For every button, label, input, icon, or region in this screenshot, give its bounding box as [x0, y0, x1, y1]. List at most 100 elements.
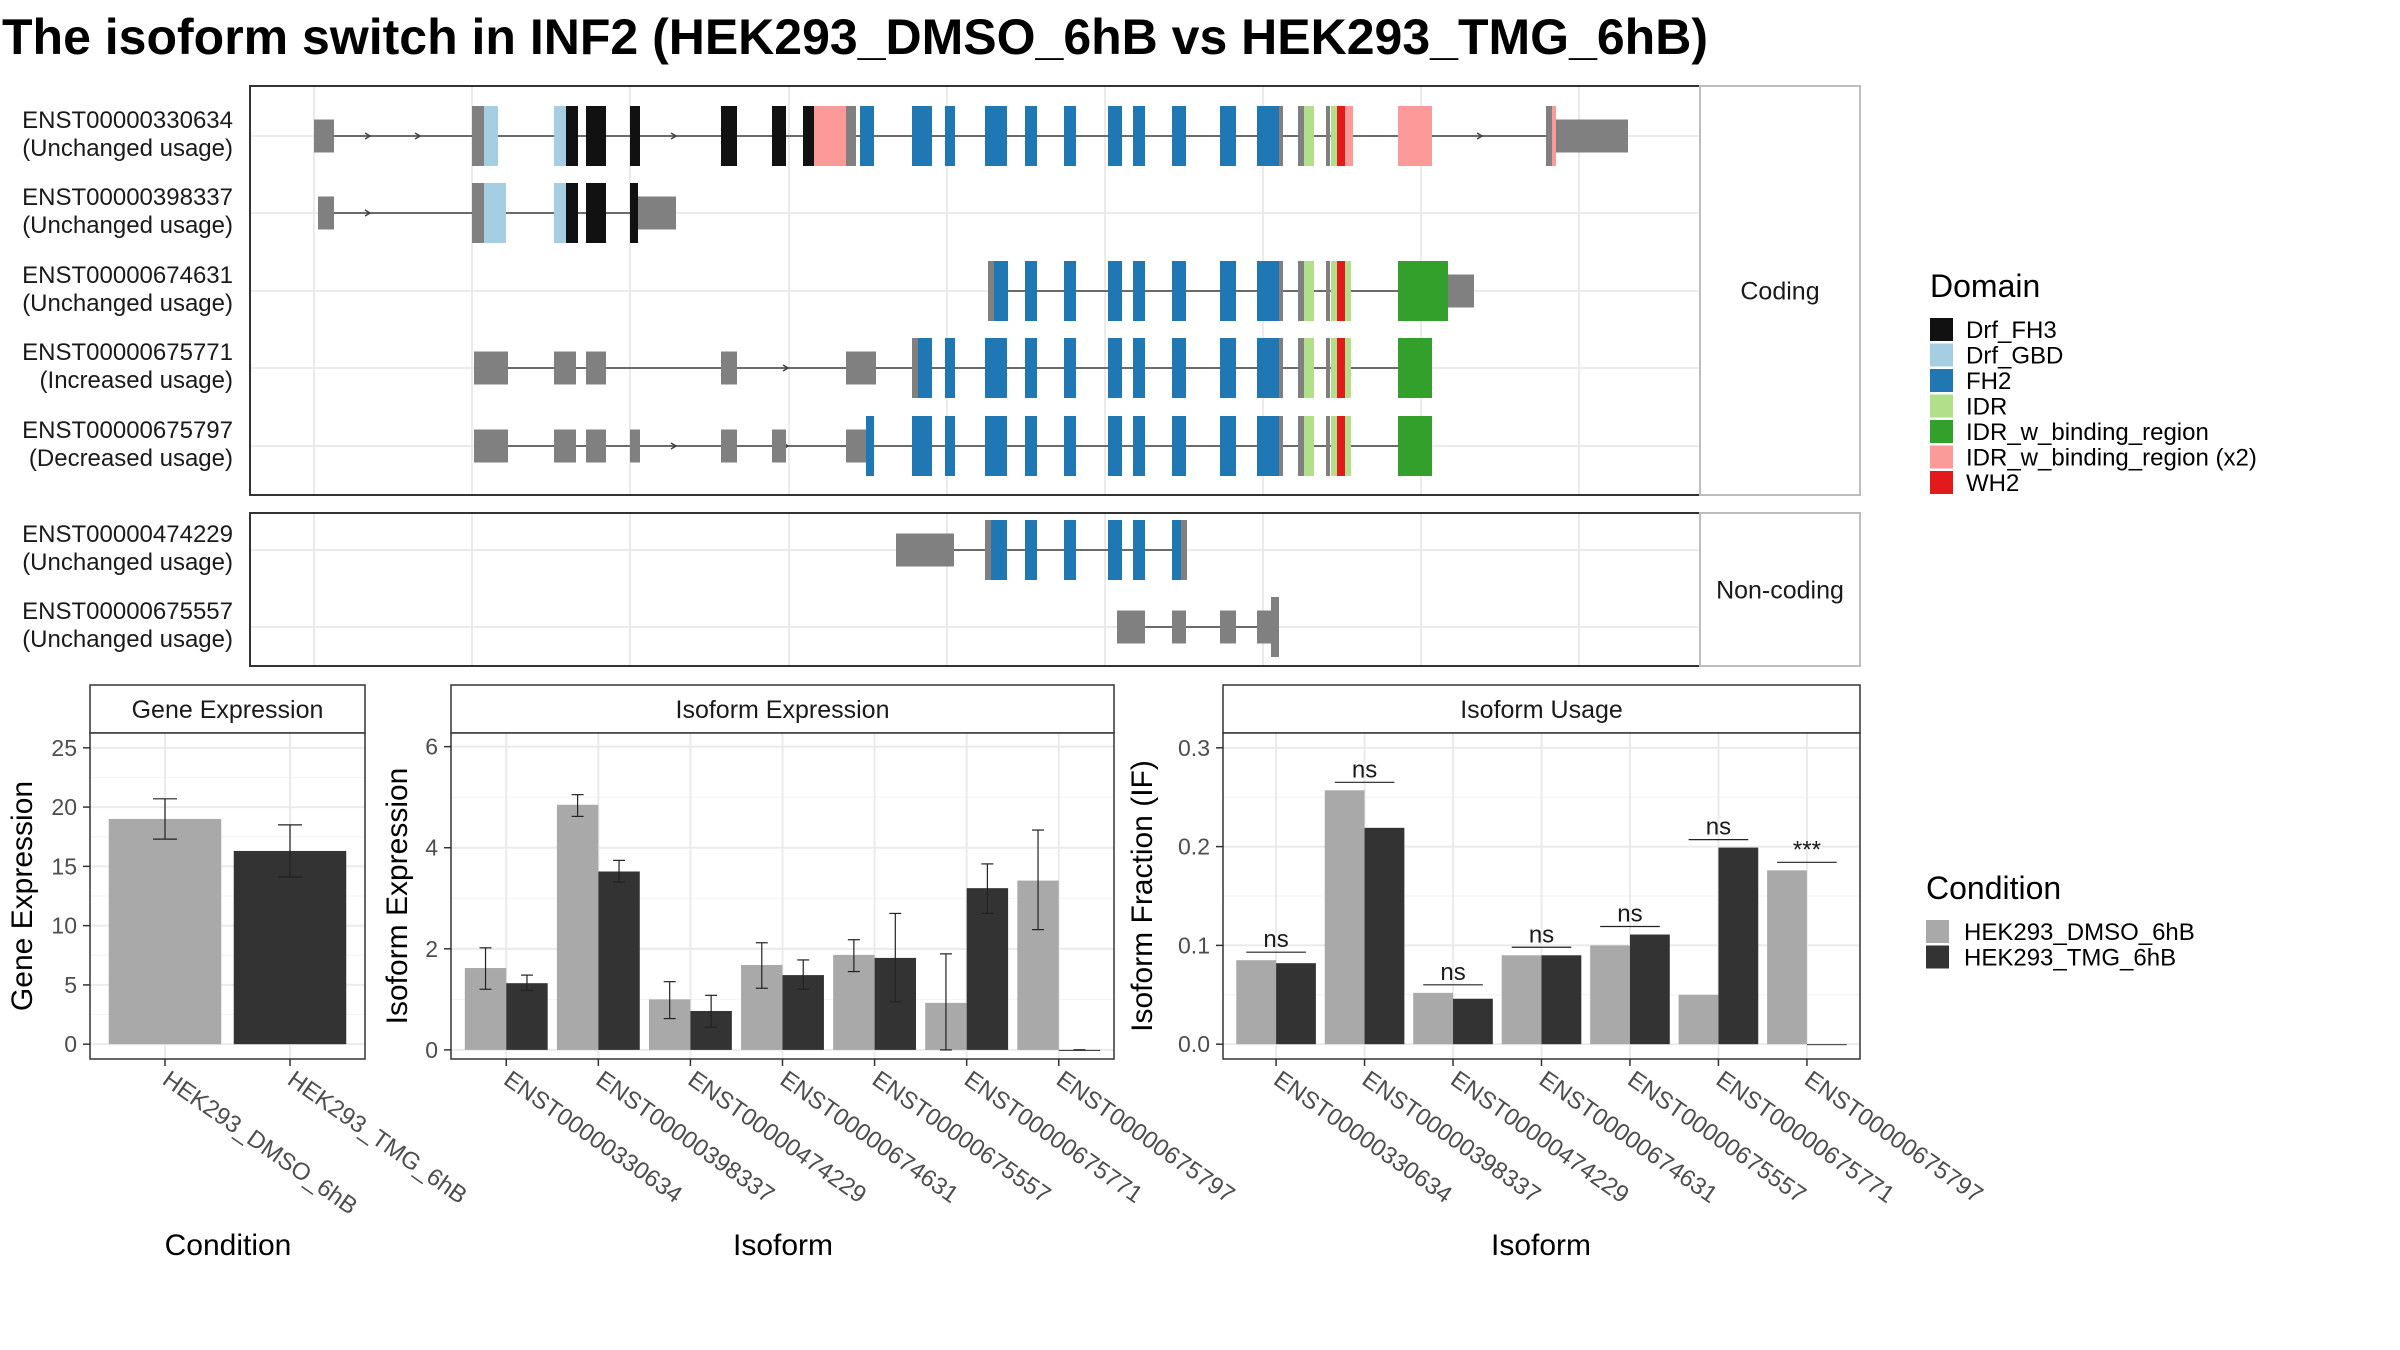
- transcript-track: ENST00000674631(Unchanged usage): [22, 261, 1474, 321]
- exon-cds: [912, 338, 918, 398]
- exon-cds: [988, 261, 994, 321]
- exon-cds: [803, 106, 814, 166]
- transcript-structure-panels: CodingNon-codingENST00000330634(Unchange…: [22, 85, 1861, 667]
- direction-arrow: [670, 442, 678, 450]
- exon-cds: [554, 106, 566, 166]
- exon-utr: [1257, 610, 1271, 644]
- exon-cds: [1108, 106, 1122, 166]
- condition-legend-swatch: [1926, 920, 1949, 943]
- exon-cds: [1345, 106, 1353, 166]
- exon-cds: [1108, 520, 1122, 580]
- exon-utr: [638, 196, 676, 230]
- exon-cds: [1279, 416, 1283, 476]
- exon-cds: [1133, 416, 1145, 476]
- exon-cds: [1398, 106, 1432, 166]
- transcript-usage-label: (Unchanged usage): [22, 549, 233, 576]
- transcript-usage-label: (Unchanged usage): [22, 290, 233, 317]
- y-tick-label: 10: [51, 913, 77, 939]
- y-tick-label: 2: [425, 936, 438, 962]
- transcript-usage-label: (Unchanged usage): [22, 135, 233, 162]
- transcript-track: ENST00000675797(Decreased usage): [22, 416, 1432, 476]
- direction-arrow: [364, 209, 372, 217]
- exon-cds: [918, 338, 932, 398]
- significance-label: ***: [1793, 836, 1821, 863]
- x-axis-title: Isoform: [733, 1229, 833, 1262]
- y-tick-label: 15: [51, 853, 77, 879]
- chart-strip-title: Isoform Expression: [676, 696, 890, 724]
- exon-utr: [630, 429, 640, 463]
- bar: [1767, 870, 1807, 1045]
- exon-cds: [991, 520, 1007, 580]
- bar: [506, 983, 548, 1050]
- exon-cds: [1331, 261, 1337, 321]
- y-tick-label: 20: [51, 794, 77, 820]
- exon-utr: [474, 351, 508, 385]
- domain-legend-title: Domain: [1930, 268, 2040, 304]
- strip-box: [1699, 85, 1861, 496]
- exon-cds: [1337, 416, 1345, 476]
- exon-cds: [484, 183, 506, 243]
- bar: [233, 850, 347, 1045]
- exon-cds: [554, 183, 566, 243]
- transcript-track: ENST00000675557(Unchanged usage): [22, 597, 1279, 657]
- exon-cds: [985, 106, 1007, 166]
- condition-legend-label: HEK293_DMSO_6hB: [1964, 919, 2195, 946]
- significance-label: ns: [1706, 814, 1731, 841]
- y-tick-label: 5: [64, 972, 77, 998]
- bar: [1276, 963, 1316, 1045]
- exon-utr: [721, 429, 737, 463]
- exon-cds: [566, 106, 578, 166]
- exon-cds: [1133, 106, 1145, 166]
- exon-utr: [586, 351, 606, 385]
- exon-cds: [1025, 261, 1037, 321]
- exon-cds: [1279, 338, 1283, 398]
- exon-cds: [1331, 106, 1337, 166]
- transcript-id-label: ENST00000330634: [22, 107, 233, 134]
- domain-legend-swatch: [1930, 394, 1953, 418]
- bar: [1236, 960, 1277, 1045]
- exon-utr: [586, 429, 606, 463]
- y-tick-label: 0.1: [1178, 932, 1210, 958]
- exon-cds: [1298, 416, 1304, 476]
- exon-cds: [1279, 106, 1283, 166]
- exon-cds: [1220, 106, 1236, 166]
- exon-cds: [1271, 597, 1279, 657]
- exon-cds: [1304, 338, 1314, 398]
- transcript-id-label: ENST00000675797: [22, 417, 233, 444]
- transcript-track: ENST00000675771(Increased usage): [22, 338, 1432, 398]
- transcript-id-label: ENST00000675771: [22, 339, 233, 366]
- condition-legend-title: Condition: [1926, 870, 2061, 906]
- exon-cds: [1108, 261, 1122, 321]
- transcript-track: ENST00000474229(Unchanged usage): [22, 520, 1187, 580]
- exon-cds: [985, 416, 1007, 476]
- strip-box: [1699, 512, 1861, 667]
- exon-cds: [985, 520, 991, 580]
- exon-cds: [1345, 416, 1351, 476]
- y-tick-label: 6: [425, 734, 438, 760]
- transcript-track: ENST00000398337(Unchanged usage): [22, 183, 676, 243]
- exon-utr: [896, 533, 954, 567]
- y-axis-title: Isoform Expression: [381, 768, 414, 1025]
- domain-legend-label: Drf_GBD: [1966, 343, 2063, 370]
- exon-cds: [1546, 106, 1552, 166]
- domain-legend-swatch: [1930, 420, 1953, 443]
- exon-utr: [554, 429, 576, 463]
- exon-cds: [1304, 416, 1314, 476]
- exon-cds: [1064, 520, 1076, 580]
- chart-strip: [450, 684, 1115, 734]
- exon-cds: [1298, 338, 1304, 398]
- bar: [1413, 992, 1454, 1045]
- domain-legend-label: FH2: [1966, 368, 2011, 395]
- exon-cds: [1257, 106, 1279, 166]
- condition-legend-swatch: [1926, 945, 1949, 969]
- exon-cds: [1220, 338, 1236, 398]
- bar: [1541, 955, 1582, 1045]
- transcript-usage-label: (Decreased usage): [29, 445, 233, 472]
- domain-legend-swatch: [1930, 318, 1953, 341]
- y-tick-label: 0.2: [1178, 834, 1210, 860]
- bar: [598, 871, 640, 1050]
- bar: [1453, 998, 1493, 1045]
- exon-cds: [814, 106, 846, 166]
- domain-legend-label: WH2: [1966, 470, 2019, 497]
- exon-utr: [1117, 610, 1145, 644]
